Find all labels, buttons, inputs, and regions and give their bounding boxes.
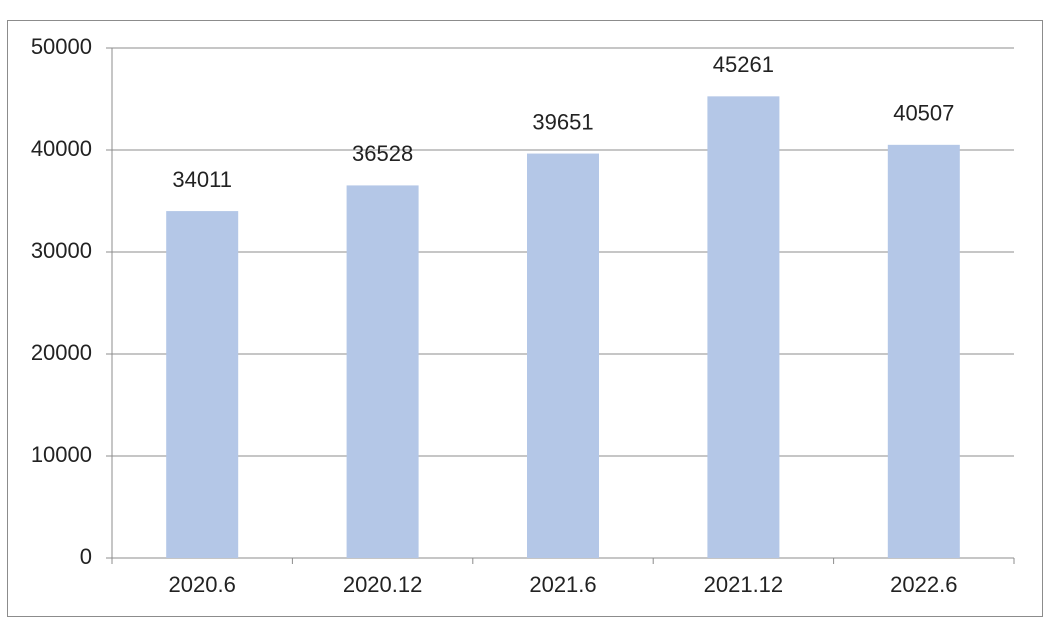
bar: [887, 144, 960, 558]
y-tick-label: 20000: [31, 340, 92, 365]
data-label: 36528: [352, 141, 413, 166]
y-tick-label: 0: [80, 544, 92, 569]
data-label: 39651: [532, 109, 593, 134]
data-label: 45261: [713, 52, 774, 77]
bar: [707, 96, 780, 558]
bar: [346, 185, 419, 558]
x-tick-label: 2020.6: [169, 572, 236, 597]
data-label: 40507: [893, 101, 954, 126]
y-tick-label: 30000: [31, 238, 92, 263]
data-label: 34011: [172, 167, 232, 192]
y-tick-label: 40000: [31, 136, 92, 161]
x-tick-label: 2022.6: [890, 572, 957, 597]
bar: [166, 211, 239, 558]
bar: [527, 153, 599, 558]
y-tick-label: 50000: [31, 34, 92, 59]
x-tick-label: 2021.12: [704, 572, 784, 597]
y-tick-label: 10000: [31, 442, 92, 467]
chart-border: [7, 20, 1043, 617]
x-tick-label: 2020.12: [343, 572, 423, 597]
x-tick-label: 2021.6: [529, 572, 596, 597]
